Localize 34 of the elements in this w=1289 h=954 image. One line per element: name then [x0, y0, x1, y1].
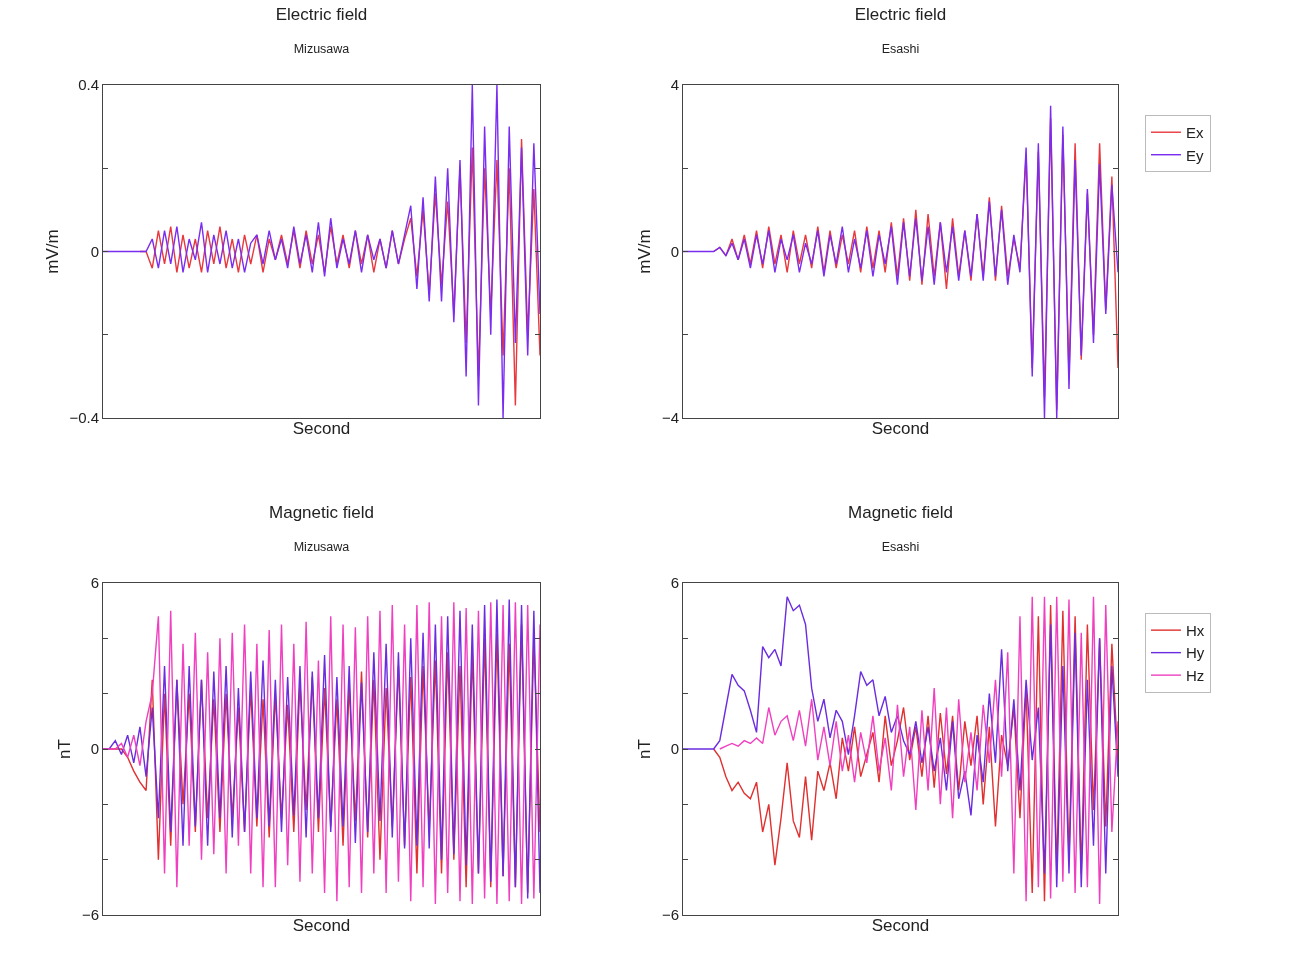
chart-subtitle: Esashi [881, 539, 920, 554]
legend-label: Hx [1185, 621, 1205, 639]
chart-subtitle: Mizusawa [293, 41, 350, 56]
y-tick-label: −4 [661, 409, 679, 427]
legend-label: Ey [1185, 146, 1204, 164]
chart-subtitle: Mizusawa [293, 539, 350, 554]
x-axis-title: Second [292, 419, 351, 439]
y-axis-title: nT [635, 739, 655, 759]
y-tick-label: −0.4 [69, 409, 99, 427]
y-axis-title: mV/m [635, 229, 655, 274]
chart-title: Electric field [854, 4, 947, 24]
y-tick-label: 0.4 [78, 76, 99, 94]
y-tick-label: 0 [90, 740, 99, 758]
line-series [103, 85, 540, 418]
y-tick-label: 0 [670, 242, 679, 260]
chart-title: Magnetic field [269, 502, 374, 522]
legend-label: Hy [1185, 644, 1205, 662]
y-tick-label: 0 [90, 242, 99, 260]
chart-title: Electric field [275, 4, 368, 24]
chart-title: Magnetic field [848, 502, 953, 522]
x-axis-title: Second [871, 916, 930, 936]
y-tick-label: 4 [670, 76, 679, 94]
chart-subtitle: Esashi [881, 41, 920, 56]
y-axis-title: nT [55, 739, 75, 759]
legend-label: Ex [1185, 124, 1204, 142]
y-tick-label: −6 [81, 906, 99, 924]
y-axis-title: mV/m [42, 229, 62, 274]
y-tick-label: 6 [90, 574, 99, 592]
x-axis-title: Second [871, 419, 930, 439]
legend-label: Hz [1185, 666, 1205, 684]
x-axis-title: Second [292, 916, 351, 936]
y-tick-label: 6 [670, 574, 679, 592]
y-tick-label: −6 [661, 906, 679, 924]
y-tick-label: 0 [670, 740, 679, 758]
